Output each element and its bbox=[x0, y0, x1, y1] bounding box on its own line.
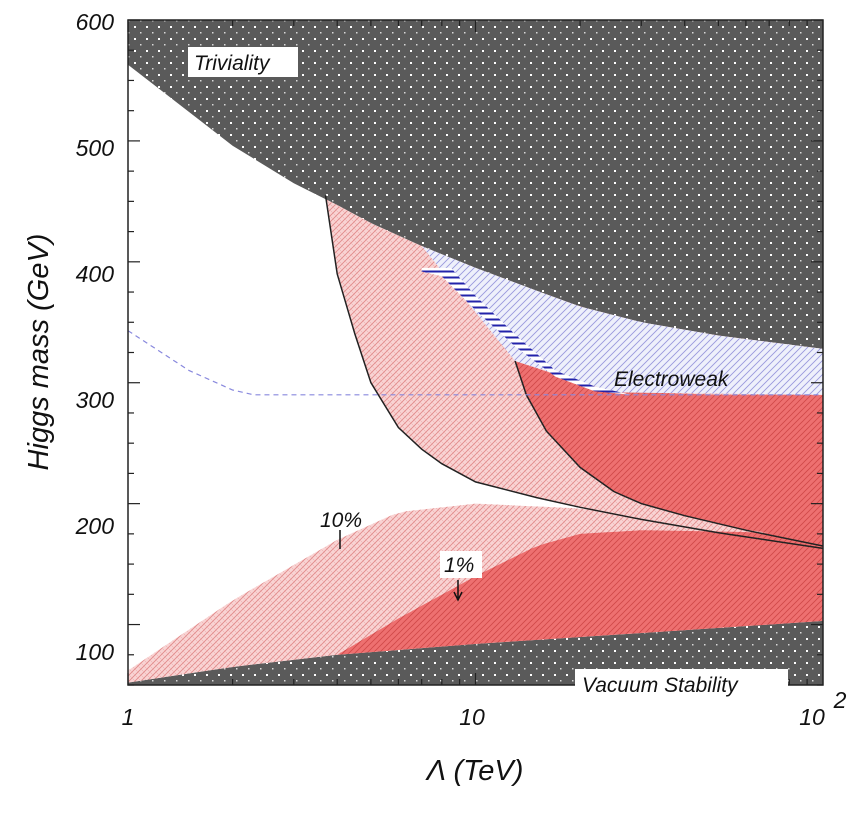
triviality-excluded-region bbox=[128, 20, 823, 349]
fine-tuning-1pct-upper-region bbox=[515, 361, 823, 546]
y-tick-label-300: 300 bbox=[76, 387, 115, 413]
one-percent-label-text: 1% bbox=[444, 554, 474, 577]
y-tick-label-100: 100 bbox=[76, 639, 115, 665]
y-axis-title: Higgs mass (GeV) bbox=[23, 234, 55, 471]
vacuum-stability-excluded-region bbox=[128, 620, 823, 685]
fine-tuning-1pct-curve bbox=[514, 360, 823, 547]
y-tick-label-400: 400 bbox=[76, 261, 115, 287]
vacuum-stability-label: Vacuum Stability bbox=[575, 669, 788, 699]
x-tick-label-1: 1 bbox=[122, 704, 135, 730]
dashed-reference-curve bbox=[128, 330, 823, 396]
x-tick-label-100-exponent: 2 bbox=[833, 687, 847, 713]
electroweak-label: Electroweak bbox=[614, 368, 730, 391]
fine-tuning-1pct-lower-region bbox=[337, 530, 823, 655]
triviality-label: Triviality bbox=[188, 47, 298, 77]
one-percent-arrow bbox=[453, 580, 463, 602]
fine-tuning-10pct-curve bbox=[324, 195, 823, 550]
triviality-label-bg bbox=[188, 47, 298, 77]
plot-area bbox=[128, 20, 823, 685]
ten-percent-label: 10% bbox=[320, 509, 362, 532]
electroweak-light-hatch-region bbox=[421, 246, 823, 395]
y-tick-label-200: 200 bbox=[75, 513, 115, 539]
one-percent-label-bg bbox=[440, 551, 482, 578]
one-percent-label: 1% bbox=[440, 551, 482, 578]
x-axis-title: Λ (TeV) bbox=[425, 755, 524, 787]
y-tick-label-500: 500 bbox=[76, 135, 115, 161]
x-tick-label-10: 10 bbox=[459, 704, 485, 730]
y-tick-label-600: 600 bbox=[76, 9, 115, 35]
vacuum-stability-label-text: Vacuum Stability bbox=[582, 674, 739, 697]
triviality-label-text: Triviality bbox=[194, 52, 271, 75]
electroweak-dark-hatch-region bbox=[421, 267, 631, 395]
vacuum-stability-label-bg bbox=[575, 669, 788, 699]
x-tick-label-100: 10 bbox=[799, 704, 825, 730]
